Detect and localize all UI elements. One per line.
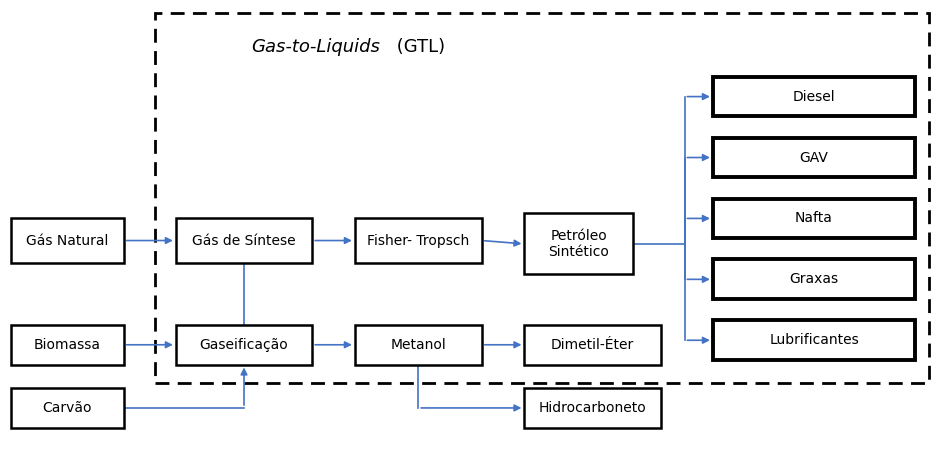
Text: Fisher- Tropsch: Fisher- Tropsch bbox=[367, 233, 469, 247]
Text: Carvão: Carvão bbox=[42, 401, 92, 415]
FancyBboxPatch shape bbox=[10, 218, 124, 263]
FancyBboxPatch shape bbox=[10, 325, 124, 365]
Text: Hidrocarboneto: Hidrocarboneto bbox=[538, 401, 646, 415]
FancyBboxPatch shape bbox=[712, 138, 915, 178]
Text: Gaseificação: Gaseificação bbox=[199, 338, 288, 352]
Text: GAV: GAV bbox=[799, 151, 828, 164]
FancyBboxPatch shape bbox=[712, 321, 915, 360]
Text: Petróleo
Sintético: Petróleo Sintético bbox=[548, 229, 608, 259]
FancyBboxPatch shape bbox=[354, 325, 481, 365]
Text: Dimetil-Éter: Dimetil-Éter bbox=[550, 338, 633, 352]
Text: Lubrificantes: Lubrificantes bbox=[768, 333, 858, 347]
Text: Gás de Síntese: Gás de Síntese bbox=[192, 233, 295, 247]
FancyBboxPatch shape bbox=[712, 77, 915, 116]
FancyBboxPatch shape bbox=[524, 213, 632, 274]
FancyBboxPatch shape bbox=[524, 325, 660, 365]
FancyBboxPatch shape bbox=[712, 260, 915, 299]
Text: Nafta: Nafta bbox=[794, 212, 832, 226]
FancyBboxPatch shape bbox=[176, 325, 312, 365]
Text: Metanol: Metanol bbox=[390, 338, 446, 352]
Text: (GTL): (GTL) bbox=[390, 38, 445, 55]
Text: Graxas: Graxas bbox=[788, 272, 837, 286]
FancyBboxPatch shape bbox=[10, 388, 124, 428]
Text: Gás Natural: Gás Natural bbox=[26, 233, 109, 247]
Text: Biomassa: Biomassa bbox=[34, 338, 101, 352]
FancyBboxPatch shape bbox=[354, 218, 481, 263]
Text: Diesel: Diesel bbox=[792, 89, 834, 104]
FancyBboxPatch shape bbox=[712, 198, 915, 238]
FancyBboxPatch shape bbox=[176, 218, 312, 263]
Text: Gas-to-Liquids: Gas-to-Liquids bbox=[251, 38, 379, 55]
FancyBboxPatch shape bbox=[524, 388, 660, 428]
